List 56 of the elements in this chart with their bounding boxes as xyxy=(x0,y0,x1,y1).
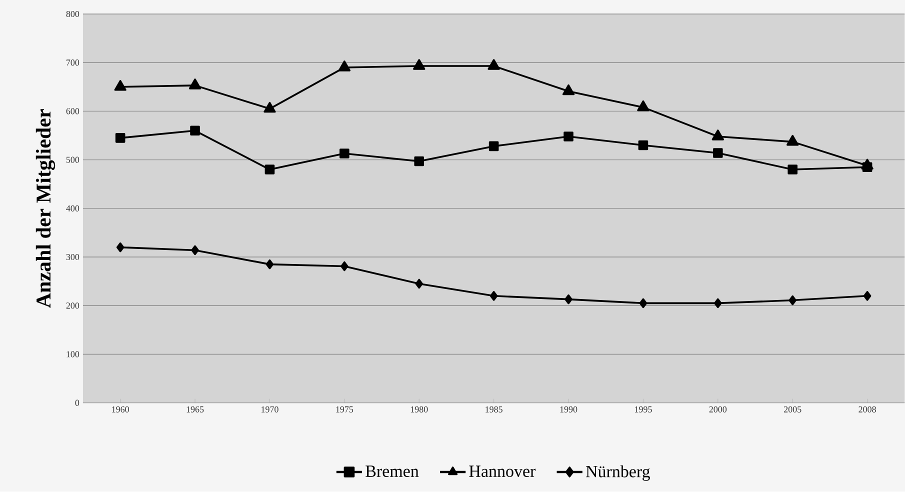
x-tick-label: 1970 xyxy=(262,406,278,413)
point xyxy=(714,298,722,308)
y-tick-label: 300 xyxy=(66,254,80,260)
y-tick-label: 600 xyxy=(66,108,80,114)
point xyxy=(863,291,872,301)
point xyxy=(637,100,650,112)
point xyxy=(264,102,276,113)
point xyxy=(340,148,350,158)
point xyxy=(414,156,424,166)
y-tick-label: 400 xyxy=(66,205,80,212)
x-tick-label: 2008 xyxy=(858,406,876,413)
legend-label: Nürnberg xyxy=(586,465,650,481)
point xyxy=(713,148,723,158)
point xyxy=(340,261,348,272)
point xyxy=(115,133,126,143)
point xyxy=(564,132,574,142)
point xyxy=(191,245,199,256)
point xyxy=(639,298,648,308)
point xyxy=(266,260,274,270)
y-tick-label: 0 xyxy=(75,400,80,406)
point xyxy=(564,294,572,304)
legend-label: Hannover xyxy=(469,466,536,478)
x-tick-label: 1990 xyxy=(560,406,578,413)
x-tick-label: 1975 xyxy=(336,406,354,413)
x-tick-label: 2005 xyxy=(784,406,802,413)
x-tick-label: 1965 xyxy=(186,406,204,413)
point xyxy=(562,84,575,96)
point xyxy=(488,141,499,152)
point xyxy=(788,295,796,306)
x-tick-label: 2000 xyxy=(709,406,727,413)
point xyxy=(415,278,424,289)
point xyxy=(190,126,200,136)
point xyxy=(712,130,724,140)
y-tick-label: 100 xyxy=(66,351,80,358)
point xyxy=(116,242,124,252)
point xyxy=(786,135,799,146)
y-axis-title: Anzahl der Mitglieder xyxy=(36,109,56,308)
x-tick-label: 1995 xyxy=(634,406,652,413)
point xyxy=(788,164,798,175)
y-tick-label: 700 xyxy=(66,60,80,66)
point xyxy=(338,60,351,72)
point xyxy=(488,59,500,70)
y-tick-label: 500 xyxy=(66,156,80,163)
y-tick-label: 200 xyxy=(66,302,80,309)
y-tick-label: 800 xyxy=(66,11,80,18)
x-tick-label: 1960 xyxy=(112,406,129,413)
x-tick-label: 1985 xyxy=(486,406,502,413)
point xyxy=(264,164,275,175)
legend-label: Bremen xyxy=(366,466,419,478)
point xyxy=(114,80,126,91)
point xyxy=(413,59,426,70)
x-tick-label: 1980 xyxy=(410,406,428,413)
point xyxy=(188,78,202,90)
point xyxy=(490,291,498,301)
point xyxy=(638,140,648,150)
point xyxy=(861,158,874,170)
